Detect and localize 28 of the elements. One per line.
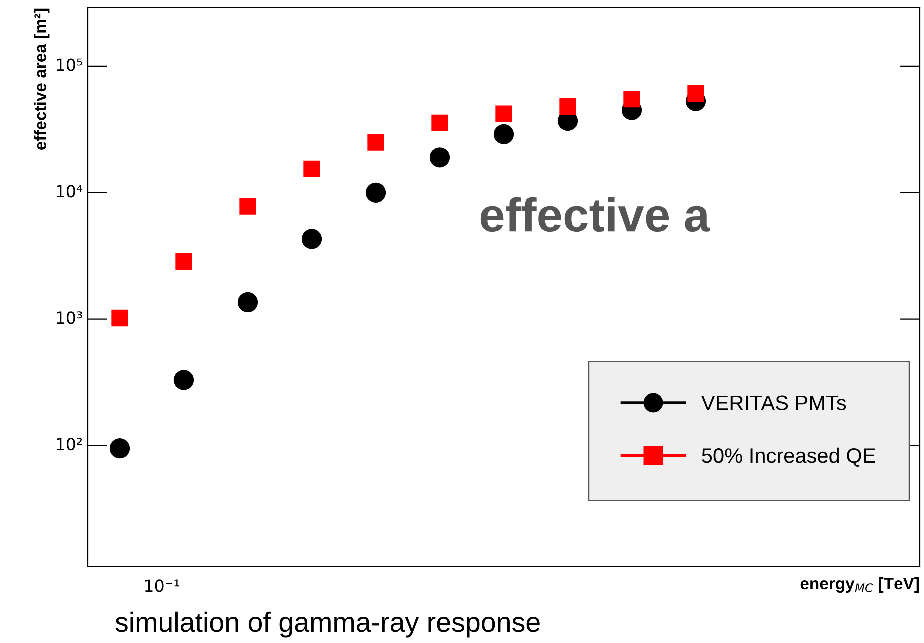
- point: [688, 85, 704, 102]
- text: simulation of gamma-ray response: [116, 612, 540, 638]
- point: [176, 253, 192, 270]
- point: [430, 148, 450, 168]
- y-axis-title: effective area [m²]: [34, 8, 50, 150]
- x-axis-title: energy$_{MC}$ [TeV]: [800, 577, 920, 594]
- point: [366, 182, 386, 203]
- point: [496, 106, 512, 122]
- point: [240, 198, 256, 215]
- annotation: effective a: [480, 197, 710, 232]
- point: [174, 370, 194, 390]
- y-tick-label: 10⁵: [57, 58, 82, 72]
- point: [302, 229, 322, 250]
- point: [368, 134, 384, 151]
- y-tick-label: 10⁴: [57, 185, 83, 198]
- text: 10⁻¹: [145, 580, 180, 592]
- point: [112, 310, 128, 327]
- y-tick-label: 10³: [57, 312, 82, 324]
- y-tick-label: 10²: [57, 438, 82, 451]
- legend-label: VERITAS PMTs: [701, 396, 846, 410]
- legend-label: 50% Increased QE: [702, 448, 876, 467]
- point: [432, 114, 448, 132]
- point: [110, 438, 130, 459]
- point: [560, 98, 576, 116]
- point: [238, 292, 258, 313]
- point: [494, 124, 514, 145]
- point: [624, 90, 640, 108]
- point: [304, 160, 320, 178]
